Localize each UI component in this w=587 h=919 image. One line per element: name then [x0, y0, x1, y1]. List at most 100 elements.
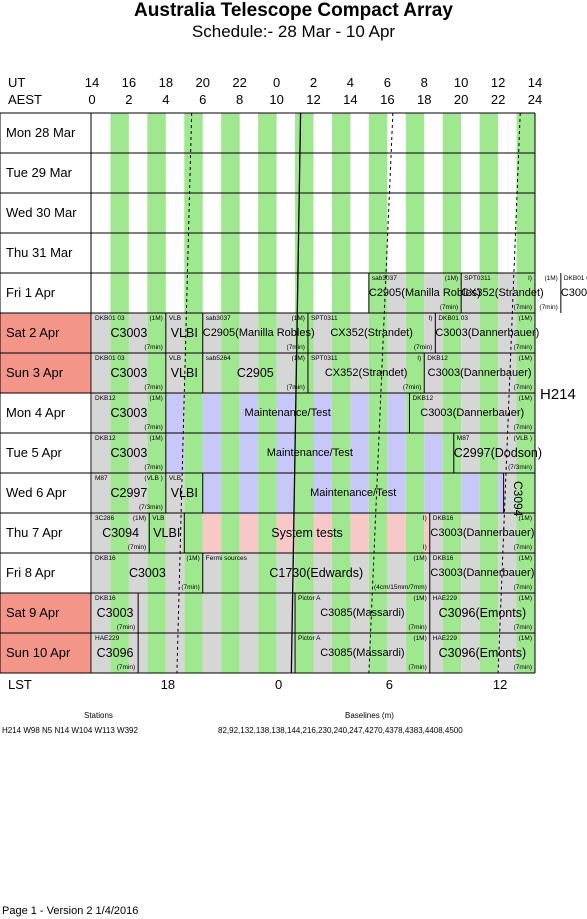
schedule-block: Pictor A (1M) (7min) C3085(Massardi) [295, 593, 430, 633]
green-band [442, 433, 462, 473]
block-shade [202, 353, 222, 393]
green-band [516, 473, 535, 513]
block-array: (1M) [518, 635, 532, 642]
green-band [479, 593, 499, 633]
green-band [258, 153, 277, 193]
block-note: (7min) [116, 664, 136, 671]
green-band [479, 273, 499, 313]
block-shade [429, 593, 443, 633]
green-band [295, 553, 314, 593]
block-array: (1M) [413, 635, 427, 642]
green-band [368, 433, 388, 473]
green-band [368, 273, 388, 313]
green-band [516, 393, 535, 433]
day-label: Mon 4 Apr [0, 393, 91, 433]
green-band [405, 633, 425, 673]
block-array: I) [422, 515, 427, 522]
block-note: (7min) [439, 304, 459, 311]
block-shade [424, 513, 430, 553]
green-band [479, 113, 499, 153]
green-band [442, 513, 462, 553]
block-code: C3096(Emonts) [438, 606, 527, 620]
block-shade [202, 433, 222, 473]
green-band [295, 473, 314, 513]
block-code: C3094 [102, 526, 140, 540]
schedule-block: DKB01 03 (7min) C3003 [92, 353, 166, 393]
day-label: Wed 30 Mar [0, 193, 91, 233]
green-band [110, 113, 129, 153]
green-band [516, 353, 535, 393]
block-source: HAE229 [432, 635, 457, 642]
green-band [331, 633, 351, 673]
green-band [442, 313, 462, 353]
lst-tick: 18 [160, 677, 176, 692]
green-band [405, 393, 425, 433]
block-code: VLBI [153, 526, 181, 540]
green-band [405, 353, 425, 393]
block-array: (VLB ) [513, 435, 532, 442]
green-band [405, 233, 425, 273]
green-band [295, 313, 314, 353]
block-shade [276, 553, 296, 593]
block-shade [276, 313, 296, 353]
green-band [442, 553, 462, 593]
block-note: (7/3min) [138, 504, 163, 511]
block-shade [202, 513, 222, 553]
day-label: Tue 29 Mar [0, 153, 91, 193]
green-band [184, 553, 203, 593]
green-band [184, 393, 203, 433]
schedule-block: DKB01 03 (1M) (7min) C3003 [92, 313, 166, 353]
block-source: DKB16 [432, 555, 454, 562]
green-band [258, 313, 277, 353]
green-band [405, 513, 425, 553]
green-band [516, 313, 535, 353]
block-shade [387, 393, 406, 433]
day-label: Sun 10 Apr [0, 633, 91, 673]
green-band [516, 233, 535, 273]
green-band [221, 393, 240, 433]
green-band [147, 113, 166, 153]
block-shade [92, 393, 111, 433]
block-source: sab3037 [371, 275, 397, 282]
block-shade [313, 393, 332, 433]
green-band [147, 393, 166, 433]
block-code: C3003 [128, 566, 166, 580]
green-band [295, 393, 314, 433]
green-band [442, 233, 462, 273]
aest-axis-label: AEST [8, 92, 42, 107]
ut-axis-label: UT [8, 75, 26, 90]
block-code: C2997(Dodson) [453, 446, 543, 460]
green-band [479, 633, 499, 673]
aest-tick: 24 [527, 92, 543, 107]
green-band [110, 193, 129, 233]
green-band [479, 393, 499, 433]
block-shade [276, 353, 296, 393]
block-code: C2905 [236, 366, 274, 380]
green-band [147, 633, 166, 673]
aest-tick: 16 [380, 92, 395, 107]
lst-tick: 6 [385, 677, 393, 692]
green-band [110, 593, 129, 633]
block-array: (1M) [413, 595, 427, 602]
block-shade [313, 313, 332, 353]
ut-tick: 20 [195, 75, 210, 90]
green-band [221, 353, 240, 393]
green-band [442, 473, 462, 513]
block-shade [239, 433, 259, 473]
green-band [405, 433, 425, 473]
green-band [221, 633, 240, 673]
green-band [295, 233, 314, 273]
ut-tick: 18 [158, 75, 174, 90]
block-shade [435, 313, 443, 353]
green-band [442, 153, 462, 193]
block-shade [387, 313, 406, 353]
block-shade [350, 473, 369, 513]
block-shade [387, 273, 406, 313]
green-band [221, 233, 240, 273]
block-note: (7min) [513, 384, 532, 391]
green-band [368, 593, 388, 633]
ut-tick: 16 [121, 75, 137, 90]
day-label: Fri 8 Apr [0, 553, 91, 593]
green-band [295, 593, 314, 633]
green-band [295, 193, 314, 233]
